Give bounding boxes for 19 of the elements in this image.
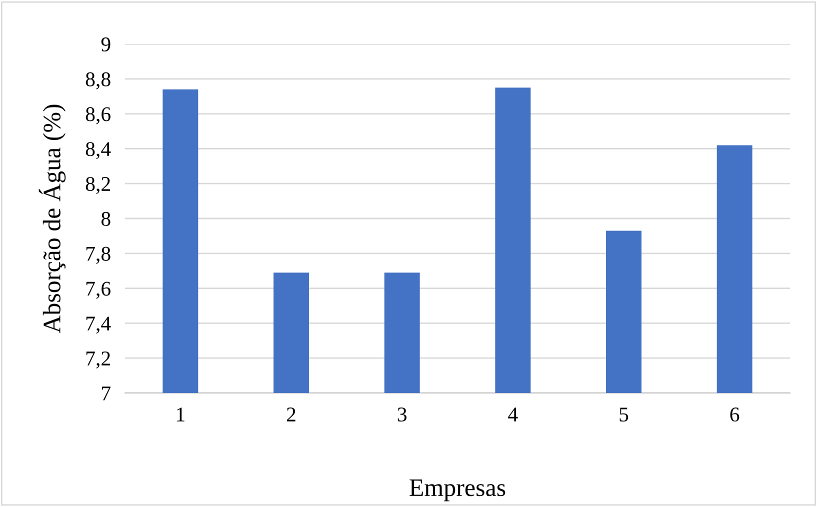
y-tick-label: 8,4 xyxy=(86,142,111,160)
x-tick-label: 2 xyxy=(286,408,296,422)
y-tick-label: 9 xyxy=(101,37,110,52)
y-tick-label: 8,6 xyxy=(86,107,110,124)
y-tick-label: 8,2 xyxy=(86,176,110,194)
x-tick-label: 3 xyxy=(398,408,406,422)
y-tick-label: 7,8 xyxy=(86,246,110,264)
x-tick-label: 6 xyxy=(730,408,740,422)
x-axis-title: Empresas xyxy=(410,480,506,502)
y-tick-label: 7 xyxy=(102,386,111,400)
y-tick-label: 8,8 xyxy=(86,72,110,90)
y-tick-label: 7,4 xyxy=(86,316,111,334)
x-tick-label: 4 xyxy=(508,408,518,422)
y-tick-label: 7,6 xyxy=(86,282,110,299)
y-axis-title: Absorção de Água (%) xyxy=(38,104,66,334)
x-tick-label: 5 xyxy=(620,408,628,422)
y-tick-label: 8 xyxy=(101,212,110,226)
y-tick-label: 7,2 xyxy=(86,352,110,369)
x-tick-label: 1 xyxy=(177,408,184,422)
